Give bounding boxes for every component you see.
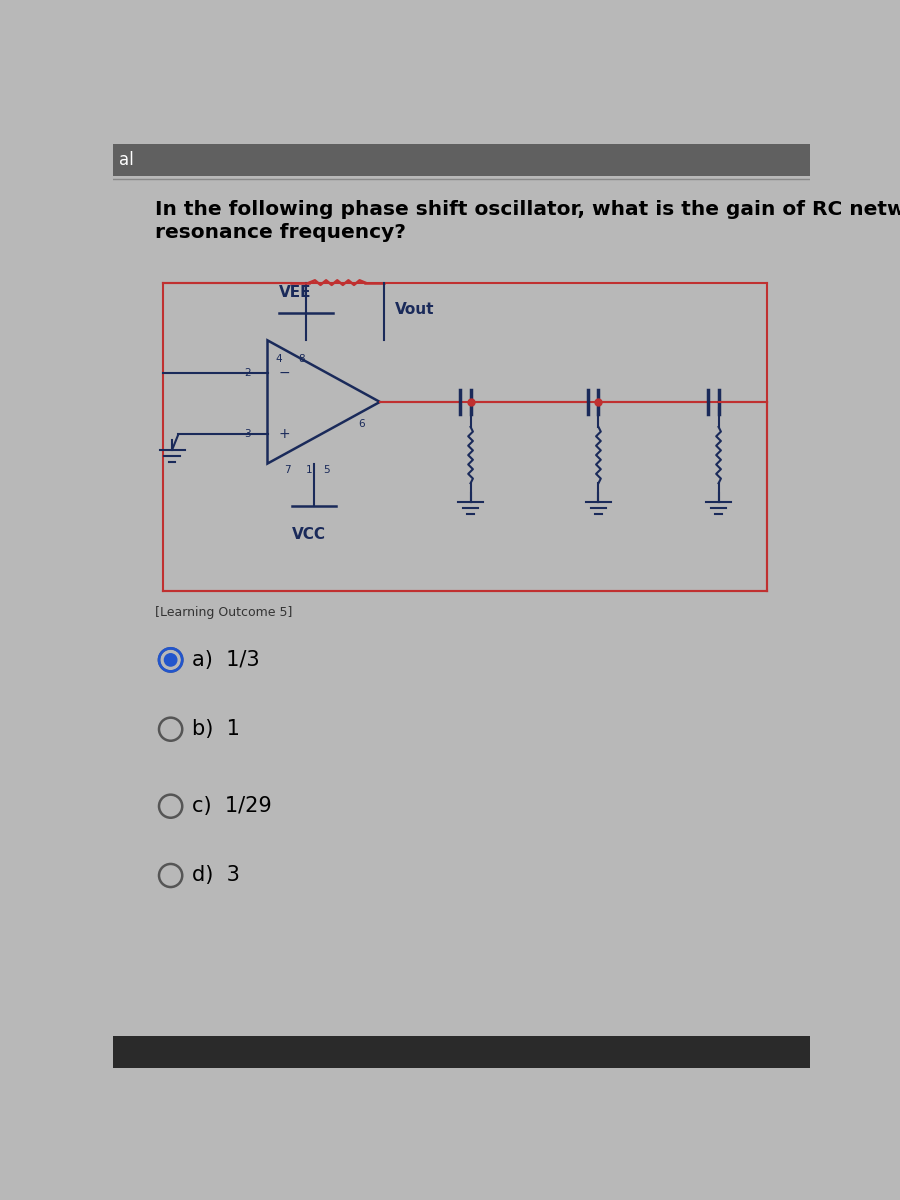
Text: al: al: [119, 151, 133, 169]
Text: Vout: Vout: [395, 302, 435, 317]
Text: 5: 5: [323, 466, 330, 475]
Text: c)  1/29: c) 1/29: [192, 797, 271, 816]
Text: −: −: [278, 366, 290, 379]
Text: VEE: VEE: [279, 284, 311, 300]
Text: 6: 6: [358, 419, 365, 428]
Text: 4: 4: [275, 354, 282, 365]
Text: resonance frequency?: resonance frequency?: [155, 223, 406, 242]
Text: 1: 1: [306, 466, 313, 475]
Text: 2: 2: [244, 367, 251, 378]
Text: 3: 3: [244, 430, 251, 439]
Text: b)  1: b) 1: [192, 719, 239, 739]
Circle shape: [165, 654, 176, 666]
FancyBboxPatch shape: [112, 1036, 810, 1068]
Text: d)  3: d) 3: [192, 865, 239, 886]
FancyBboxPatch shape: [112, 144, 810, 176]
Text: 8: 8: [299, 354, 305, 365]
Text: [Learning Outcome 5]: [Learning Outcome 5]: [155, 606, 292, 619]
Text: In the following phase shift oscillator, what is the gain of RC network at the: In the following phase shift oscillator,…: [155, 200, 900, 218]
Text: 7: 7: [284, 466, 292, 475]
Text: a)  1/3: a) 1/3: [192, 650, 259, 670]
Text: VCC: VCC: [292, 528, 327, 542]
Text: +: +: [278, 427, 290, 442]
